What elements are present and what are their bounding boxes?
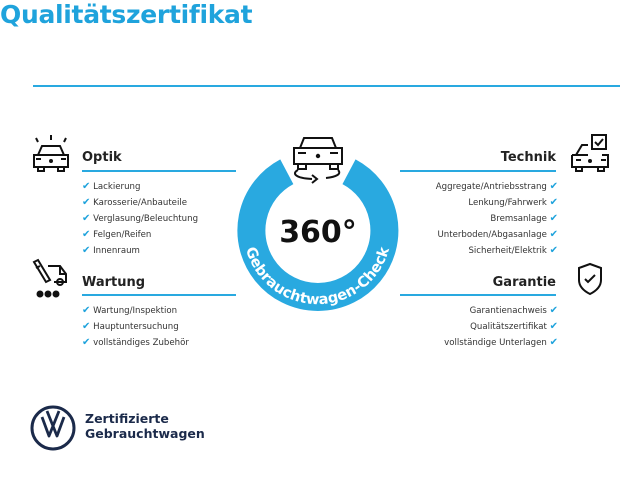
check-icon: ✔	[549, 213, 558, 224]
list-item: Sicherheit/Elektrik ✔	[436, 243, 558, 259]
check-icon: ✔	[82, 181, 91, 192]
item-label: vollständiges Zubehör	[93, 338, 189, 348]
service-tools-icon	[32, 258, 67, 298]
check-icon: ✔	[82, 305, 91, 316]
list-item: Qualitätszertifikat ✔	[444, 319, 558, 335]
list-item: Bremsanlage ✔	[436, 211, 558, 227]
item-label: Felgen/Reifen	[93, 230, 152, 240]
garantie-heading: Garantie	[492, 275, 556, 290]
list-item: vollständige Unterlagen ✔	[444, 335, 558, 351]
item-label: Lenkung/Fahrwerk	[468, 198, 547, 208]
rotating-car-icon	[293, 137, 343, 184]
title-divider	[33, 85, 620, 87]
wartung-divider	[82, 294, 236, 296]
list-item: ✔ Lackierung	[82, 179, 198, 195]
item-label: Hauptuntersuchung	[93, 322, 179, 332]
check-icon: ✔	[549, 229, 558, 240]
check-icon: ✔	[82, 245, 91, 256]
car-checkbox-icon	[571, 134, 609, 172]
technik-list: Aggregate/Antriebsstrang ✔ Lenkung/Fahrw…	[436, 179, 558, 259]
item-label: vollständige Unterlagen	[444, 338, 547, 348]
list-item: ✔ Wartung/Inspektion	[82, 303, 189, 319]
optik-heading: Optik	[82, 150, 122, 165]
item-label: Aggregate/Antriebsstrang	[435, 182, 547, 192]
list-item: ✔ Innenraum	[82, 243, 198, 259]
check-icon: ✔	[549, 337, 558, 348]
check-icon: ✔	[549, 321, 558, 332]
list-item: ✔ Karosserie/Anbauteile	[82, 195, 198, 211]
list-item: ✔ Verglasung/Beleuchtung	[82, 211, 198, 227]
list-item: Unterboden/Abgasanlage ✔	[436, 227, 559, 243]
check-icon: ✔	[82, 321, 91, 332]
item-label: Verglasung/Beleuchtung	[93, 214, 199, 224]
item-label: Bremsanlage	[490, 214, 547, 224]
check-icon: ✔	[549, 181, 558, 192]
list-item: Aggregate/Antriebsstrang ✔	[436, 179, 558, 195]
list-item: ✔ Felgen/Reifen	[82, 227, 198, 243]
item-label: Lackierung	[93, 182, 141, 192]
check-icon: ✔	[82, 229, 91, 240]
badge-value: 360°	[279, 215, 357, 250]
item-label: Wartung/Inspektion	[93, 306, 178, 316]
optik-list: ✔ Lackierung ✔ Karosserie/Anbauteile ✔ V…	[82, 179, 198, 259]
item-label: Karosserie/Anbauteile	[93, 198, 188, 208]
check-icon: ✔	[549, 197, 558, 208]
check-icon: ✔	[82, 197, 91, 208]
garantie-list: Garantienachweis ✔ Qualitätszertifikat ✔…	[444, 303, 558, 351]
wartung-list: ✔ Wartung/Inspektion ✔ Hauptuntersuchung…	[82, 303, 189, 351]
item-label: Innenraum	[93, 246, 140, 256]
check-icon: ✔	[82, 213, 91, 224]
item-label: Sicherheit/Elektrik	[468, 246, 547, 256]
item-label: Garantienachweis	[469, 306, 547, 316]
page-title: Qualitätszertifikat	[0, 0, 253, 29]
check-icon: ✔	[82, 337, 91, 348]
list-item: Lenkung/Fahrwerk ✔	[436, 195, 558, 211]
wartung-heading: Wartung	[82, 275, 146, 290]
technik-heading: Technik	[500, 150, 556, 165]
check-icon: ✔	[549, 245, 558, 256]
technik-divider	[400, 170, 556, 172]
item-label: Qualitätszertifikat	[470, 322, 547, 332]
brand-line-2: Gebrauchtwagen	[85, 426, 205, 441]
list-item: ✔ vollständiges Zubehör	[82, 335, 189, 351]
item-label: Unterboden/Abgasanlage	[437, 230, 547, 240]
shield-check-icon	[578, 262, 602, 296]
list-item: Garantienachweis ✔	[444, 303, 558, 319]
brand-line-1: Zertifizierte	[85, 411, 169, 426]
garantie-divider	[400, 294, 556, 296]
car-lights-icon	[33, 135, 69, 172]
check-badge: Gebrauchtwagen-Check 360°	[237, 137, 399, 311]
brand-text: Zertifizierte Gebrauchtwagen	[85, 411, 205, 441]
check-icon: ✔	[549, 305, 558, 316]
optik-divider	[82, 170, 236, 172]
list-item: ✔ Hauptuntersuchung	[82, 319, 189, 335]
vw-logo	[30, 405, 76, 451]
badge-ring	[237, 159, 399, 311]
